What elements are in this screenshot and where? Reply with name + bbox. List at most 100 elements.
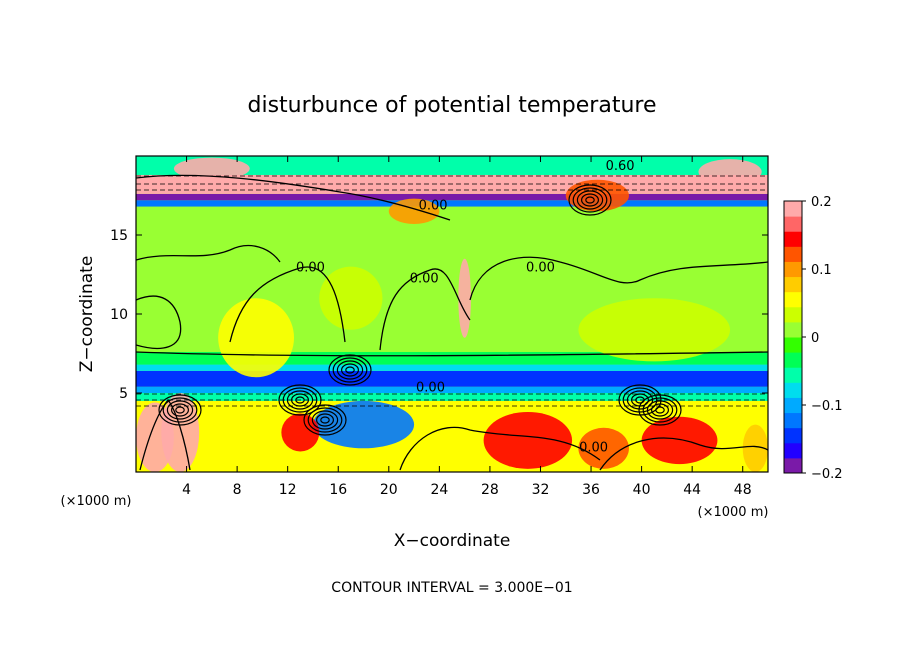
x-tick-label: 4 xyxy=(182,482,191,498)
colorbar xyxy=(784,201,802,474)
contour-cluster xyxy=(282,387,318,413)
zero-contour xyxy=(399,426,601,471)
field-band xyxy=(136,386,768,393)
contour-cluster xyxy=(585,196,595,204)
contour-label: 0.00 xyxy=(410,271,439,286)
field-anomaly xyxy=(319,266,383,330)
contour-cluster xyxy=(291,393,310,407)
colorbar-swatch xyxy=(784,216,802,232)
field-anomaly xyxy=(458,258,471,338)
colorbar-swatch xyxy=(784,291,802,308)
colorbar-swatch xyxy=(784,352,802,368)
field-anomaly xyxy=(173,157,250,180)
contour-cluster xyxy=(568,184,612,216)
contour-cluster xyxy=(311,410,339,430)
x-tick-label: 40 xyxy=(633,482,651,498)
contour-value-labels: 0.00 0.00 0.00 0.00 0.00 0.60 0.00 xyxy=(296,159,635,455)
x-tick-label: 24 xyxy=(430,482,448,498)
zero-contour xyxy=(599,437,768,471)
field-band xyxy=(136,364,768,371)
zero-contour xyxy=(136,295,182,350)
field-anomaly xyxy=(578,427,629,469)
contour-cluster xyxy=(307,407,343,433)
contour-cluster xyxy=(655,406,665,414)
contour-cluster xyxy=(572,187,608,213)
x-tick-label: 36 xyxy=(582,482,600,498)
field-band xyxy=(136,193,768,201)
contour-cluster xyxy=(626,390,654,410)
colorbar-swatch xyxy=(784,367,802,383)
colorbar-swatch xyxy=(784,321,802,338)
zero-contour xyxy=(136,245,281,263)
colorbar-swatch xyxy=(784,246,802,262)
colorbar-swatch xyxy=(784,427,802,444)
colorbar-swatch xyxy=(784,306,802,323)
contour-interval-note: CONTOUR INTERVAL = 3.000E−01 xyxy=(331,580,572,596)
colorbar-swatch xyxy=(784,457,802,474)
zero-contour xyxy=(469,256,768,301)
colorbar-swatch xyxy=(784,442,802,459)
contour-cluster xyxy=(341,363,360,377)
x-tick-label: 44 xyxy=(683,482,701,498)
contour-cluster xyxy=(622,387,658,413)
contour-label: 0.00 xyxy=(419,199,448,214)
colorbar-tick-label: −0.2 xyxy=(811,467,843,482)
heatmap-field xyxy=(136,156,768,472)
x-unit-label-left: (×1000 m) xyxy=(61,494,132,509)
contour-cluster xyxy=(328,354,372,386)
colorbar-swatch xyxy=(784,397,802,414)
x-tick-label: 8 xyxy=(233,482,242,498)
contour-cluster xyxy=(171,403,190,417)
contour-cluster xyxy=(642,397,678,423)
contour-label: 0.00 xyxy=(579,440,608,455)
x-tick-label: 48 xyxy=(734,482,752,498)
x-tick-label: 20 xyxy=(380,482,398,498)
colorbar-swatch xyxy=(784,412,802,429)
contour-cluster xyxy=(580,193,599,207)
x-tick-label: 12 xyxy=(279,482,297,498)
x-tick-label: 32 xyxy=(532,482,550,498)
zero-contour xyxy=(136,351,768,357)
x-tick-label: 28 xyxy=(481,482,499,498)
contour-label: 0.00 xyxy=(296,260,325,275)
contour-cluster xyxy=(320,416,330,424)
colorbar-labels: 0.2 0.1 0 −0.1 −0.2 xyxy=(802,195,843,482)
contour-cluster xyxy=(303,404,347,436)
contour-label: 0.00 xyxy=(526,260,555,275)
contour-cluster xyxy=(295,396,305,404)
contour-cluster xyxy=(646,400,674,420)
contour-cluster xyxy=(286,390,314,410)
contour-cluster xyxy=(576,190,604,210)
field-band xyxy=(136,200,768,207)
contour-cluster xyxy=(345,366,355,374)
x-axis-ticks: 4 8 12 16 20 24 28 32 36 40 44 48 xyxy=(182,156,752,498)
contour-cluster xyxy=(278,384,322,416)
field-anomaly xyxy=(161,393,200,472)
contour-label: 0.60 xyxy=(606,159,635,174)
colorbar-swatch xyxy=(784,231,802,247)
colorbar-swatch xyxy=(784,201,802,217)
contour-lines xyxy=(136,174,768,471)
contour-label: 0.00 xyxy=(416,380,445,395)
colorbar-tick-label: 0.2 xyxy=(811,195,832,210)
field-anomaly xyxy=(281,413,320,452)
x-tick-label: 16 xyxy=(329,482,347,498)
contour-cluster xyxy=(316,413,335,427)
field-band xyxy=(136,393,768,401)
colorbar-swatch xyxy=(784,261,802,278)
zero-contour xyxy=(136,174,451,221)
colorbar-tick-label: −0.1 xyxy=(811,399,843,414)
colorbar-swatch xyxy=(784,382,802,398)
y-tick-label: 15 xyxy=(110,228,128,244)
colorbar-tick-label: 0.1 xyxy=(811,263,832,278)
chart-title: disturbunce of potential temperature xyxy=(248,93,657,118)
y-axis-label: Z−coordinate xyxy=(77,256,97,373)
contour-cluster xyxy=(638,394,682,426)
x-unit-label-right: (×1000 m) xyxy=(698,505,769,520)
field-band xyxy=(136,156,768,175)
field-band xyxy=(136,370,768,387)
y-axis-ticks: 5 10 15 xyxy=(110,228,768,402)
contour-cluster xyxy=(336,360,364,380)
field-anomaly xyxy=(578,298,731,362)
